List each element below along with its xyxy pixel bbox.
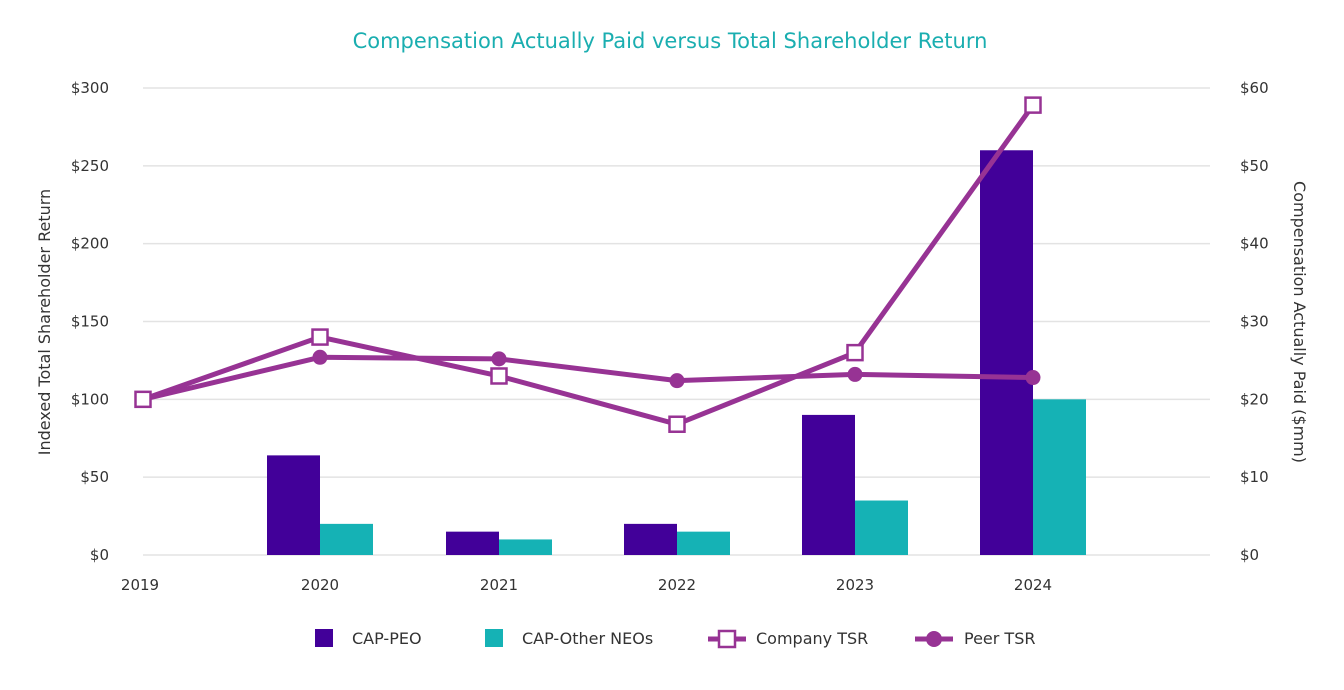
bar-cap-peo (446, 531, 499, 555)
legend-label-cap-other-neos: CAP-Other NEOs (522, 629, 653, 648)
marker-peer-tsr (669, 373, 685, 389)
marker-peer-tsr (847, 366, 863, 382)
marker-company-tsr (846, 343, 864, 362)
bar-cap-peo (624, 523, 677, 555)
left-tick-label: $250 (71, 157, 109, 175)
chart-title: Compensation Actually Paid versus Total … (353, 29, 988, 53)
x-tick-label: 2019 (121, 576, 159, 594)
bar-cap-peo (980, 150, 1033, 555)
left-tick-label: $0 (90, 546, 109, 564)
right-axis-ticks: $0 $10 $20 $30 $40 $50 $60 (1240, 79, 1269, 564)
right-tick-label: $40 (1240, 235, 1269, 253)
left-tick-label: $200 (71, 235, 109, 253)
legend-swatch-cap-peo (315, 629, 333, 647)
x-tick-label: 2021 (480, 576, 518, 594)
bar-cap-other-neos (499, 539, 552, 555)
bar-cap-other-neos (855, 500, 908, 555)
bars (267, 150, 1086, 555)
right-tick-label: $30 (1240, 313, 1269, 331)
marker-company-tsr (311, 328, 329, 346)
x-tick-label: 2023 (836, 576, 874, 594)
x-axis-ticks: 2019 2020 2021 2022 2023 2024 (121, 576, 1052, 594)
gridlines (143, 87, 1210, 556)
left-tick-label: $50 (80, 468, 109, 486)
left-axis-label: Indexed Total Shareholder Return (35, 189, 54, 455)
legend-marker-company-tsr (708, 629, 746, 649)
marker-company-tsr (490, 367, 508, 385)
right-tick-label: $60 (1240, 79, 1269, 97)
line-peer-tsr (140, 354, 1036, 402)
right-tick-label: $50 (1240, 157, 1269, 175)
bar-cap-peo (802, 414, 855, 555)
left-tick-label: $300 (71, 79, 109, 97)
marker-peer-tsr (1025, 370, 1041, 386)
lines (134, 96, 1042, 433)
left-axis-ticks: $0 $50 $100 $150 $200 $250 $300 (71, 79, 109, 564)
marker-peer-tsr (312, 349, 328, 365)
right-tick-label: $10 (1240, 468, 1269, 486)
legend-marker-peer-tsr (915, 631, 953, 647)
line-company-tsr (140, 102, 1036, 427)
bar-cap-peo (267, 455, 320, 555)
marker-company-tsr (668, 415, 686, 433)
legend-label-peer-tsr: Peer TSR (964, 629, 1035, 648)
legend-label-company-tsr: Company TSR (756, 629, 868, 648)
legend: CAP-PEO CAP-Other NEOs Company TSR Peer … (315, 629, 1035, 649)
legend-swatch-cap-other-neos (485, 629, 503, 647)
x-tick-label: 2024 (1014, 576, 1052, 594)
right-tick-label: $0 (1240, 546, 1259, 564)
bar-cap-other-neos (320, 523, 373, 555)
x-tick-label: 2022 (658, 576, 696, 594)
x-tick-label: 2020 (301, 576, 339, 594)
right-axis-label: Compensation Actually Paid ($mm) (1290, 181, 1309, 463)
bar-cap-other-neos (1033, 399, 1086, 555)
marker-company-tsr (134, 390, 152, 409)
left-tick-label: $100 (71, 390, 109, 408)
left-tick-label: $150 (71, 313, 109, 331)
legend-label-cap-peo: CAP-PEO (352, 629, 422, 648)
marker-peer-tsr (491, 351, 507, 367)
marker-company-tsr (1024, 96, 1042, 114)
bar-cap-other-neos (677, 531, 730, 555)
right-tick-label: $20 (1240, 390, 1269, 408)
